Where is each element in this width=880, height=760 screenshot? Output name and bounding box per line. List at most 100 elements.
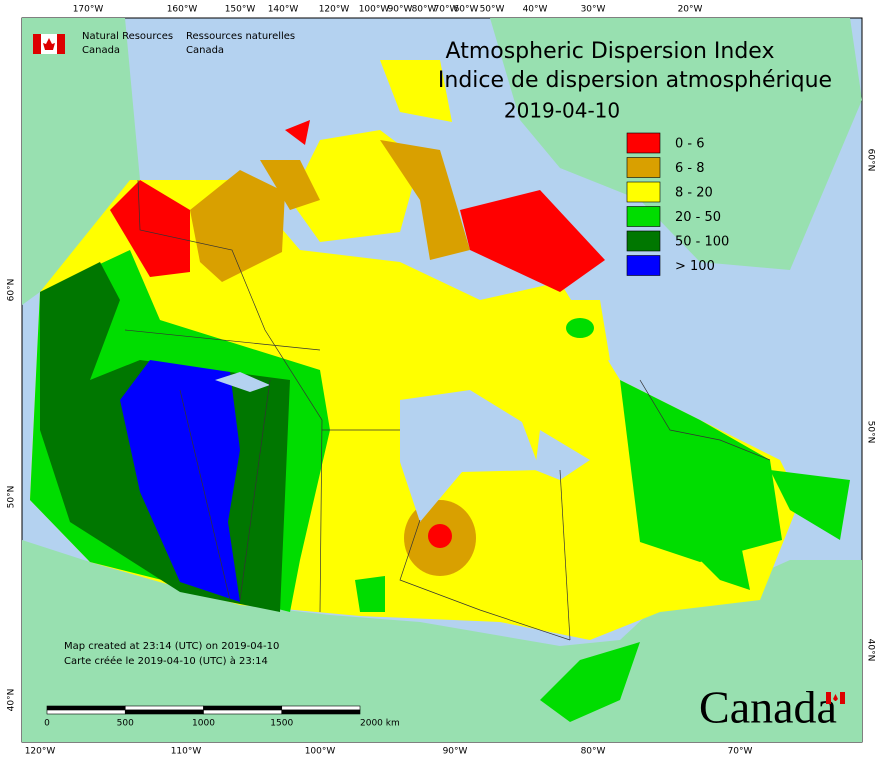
scale-label: 1000 — [192, 719, 215, 729]
scale-label: 2000 km — [360, 719, 400, 729]
flag-bar — [57, 34, 65, 54]
scale-bar: 0 500 1000 1500 2000 km — [44, 705, 400, 729]
legend-swatch — [626, 255, 661, 276]
scale-segment — [46, 709, 126, 715]
united-states — [22, 540, 862, 742]
longitude-label: 170°W — [73, 5, 104, 15]
scale-segment — [124, 709, 204, 715]
maple-leaf — [43, 38, 55, 50]
longitude-label: 160°W — [167, 5, 198, 15]
zone — [355, 576, 385, 612]
longitude-label: 100°W — [359, 5, 390, 15]
agency-fr: Ressources naturelles — [186, 31, 295, 42]
agency-en: Natural Resources — [82, 31, 173, 42]
agency-signature: Natural Resources Canada Ressources natu… — [33, 31, 295, 56]
longitude-label: 50°W — [480, 5, 505, 15]
border — [179, 389, 231, 601]
scale-segment — [203, 709, 283, 715]
hudson-bay — [400, 390, 540, 522]
longitude-label: 80°W — [412, 5, 437, 15]
title: Atmospheric Dispersion Index — [446, 39, 775, 64]
longitude-label: 120°W — [25, 747, 56, 757]
legend: 0 - 6 6 - 8 8 - 20 20 - 50 50 - 100 > 100 — [626, 132, 729, 276]
longitude-label: 60°W — [454, 5, 479, 15]
date: 2019-04-10 — [504, 99, 620, 123]
border — [559, 469, 571, 641]
latitude-label: 40°N — [866, 639, 876, 662]
legend-label: 8 - 20 — [675, 186, 713, 201]
zone — [120, 360, 240, 602]
zone — [566, 318, 594, 338]
zone — [380, 60, 452, 122]
zone — [540, 642, 640, 722]
border — [124, 329, 321, 351]
longitude-label: 70°W — [434, 5, 459, 15]
latitude-label: 60°N — [866, 149, 876, 172]
legend-label: > 100 — [675, 259, 715, 274]
zone — [260, 160, 320, 210]
longitude-label: 120°W — [319, 5, 350, 15]
border — [239, 379, 271, 601]
zone — [428, 524, 452, 548]
legend-label: 6 - 8 — [675, 161, 705, 176]
border — [137, 179, 323, 613]
longitude-label: 100°W — [305, 747, 336, 757]
wordmark: Canada — [699, 682, 837, 733]
scale-label: 1500 — [270, 719, 293, 729]
agency-fr: Canada — [186, 45, 224, 56]
james-bay — [535, 430, 590, 480]
zone — [190, 170, 285, 282]
border — [399, 519, 571, 641]
scale-label: 500 — [117, 719, 134, 729]
legend-swatch — [626, 132, 661, 154]
longitude-label: 110°W — [171, 747, 202, 757]
legend-swatch — [626, 206, 661, 227]
longitude-label: 80°W — [581, 747, 606, 757]
legend-swatch — [626, 157, 661, 178]
scale-label: 0 — [44, 719, 50, 729]
scale-segment — [281, 709, 361, 715]
scale-segment — [46, 705, 126, 711]
legend-label: 20 - 50 — [675, 210, 721, 225]
legend-label: 0 - 6 — [675, 137, 705, 152]
legend-label: 50 - 100 — [675, 235, 729, 250]
zone — [520, 300, 610, 370]
longitude-label: 90°W — [443, 747, 468, 757]
scale-segment — [124, 705, 204, 711]
border — [639, 379, 771, 461]
title: Indice de dispersion atmosphérique — [438, 68, 832, 93]
latitude-label: 50°N — [866, 421, 876, 444]
alaska — [22, 18, 140, 305]
latitude-label: 50°N — [7, 486, 17, 509]
zone — [700, 540, 750, 590]
zone — [460, 190, 605, 292]
longitude-label: 90°W — [388, 5, 413, 15]
scale-segment — [281, 705, 361, 711]
longitude-label: 30°W — [581, 5, 606, 15]
zone — [770, 470, 850, 540]
created-note: Map created at 23:14 (UTC) on 2019-04-10 — [64, 641, 279, 652]
zone — [110, 180, 190, 277]
latitude-label: 60°N — [7, 279, 17, 302]
longitude-label: 40°W — [523, 5, 548, 15]
lake — [215, 372, 270, 392]
longitude-label: 150°W — [225, 5, 256, 15]
maple-leaf — [833, 694, 838, 701]
longitude-label: 20°W — [678, 5, 703, 15]
flag-bar — [840, 692, 845, 704]
longitude-label: 70°W — [728, 747, 753, 757]
legend-swatch — [626, 230, 661, 252]
zone — [290, 130, 420, 242]
scale-segment — [203, 705, 283, 711]
zone — [285, 120, 310, 145]
zone — [620, 380, 782, 562]
created-note: Carte créée le 2019-04-10 (UTC) à 23:14 — [64, 655, 268, 667]
legend-swatch — [626, 181, 661, 203]
flag-bar — [826, 692, 831, 704]
zone — [380, 140, 470, 260]
greenland — [490, 18, 862, 270]
wordmark-flag — [826, 692, 845, 704]
longitude-label: 140°W — [268, 5, 299, 15]
flag-bar — [33, 34, 41, 54]
